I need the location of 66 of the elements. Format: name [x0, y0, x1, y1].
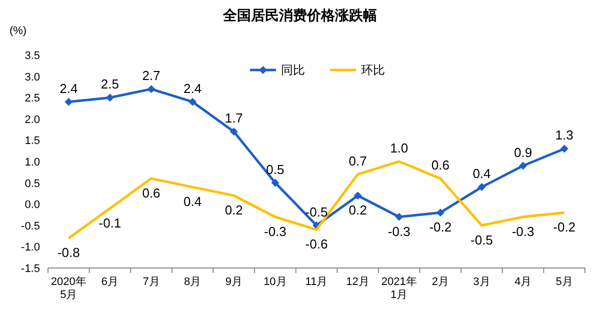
data-label: -0.5 [305, 204, 328, 220]
point [478, 183, 486, 192]
data-label: 2.7 [142, 68, 160, 84]
y-tick-label: 1.0 [24, 156, 40, 168]
data-label: 1.3 [555, 128, 574, 143]
y-tick-label: 1.5 [24, 135, 40, 148]
x-tick-label: 10月 [264, 276, 287, 288]
x-tick-label: 2月 [432, 276, 449, 288]
x-tick-label: 3月 [473, 276, 490, 288]
x-tick-label: 6月 [101, 276, 119, 288]
y-tick-label: 0.5 [24, 178, 40, 190]
y-tick-label: -0.5 [21, 220, 40, 232]
data-label: -0.2 [429, 220, 452, 235]
data-label: 0.6 [431, 158, 450, 173]
data-label: 0.7 [348, 153, 367, 168]
y-tick-label: -1.5 [21, 263, 40, 275]
legend-label: 同比 [281, 63, 305, 77]
point [519, 162, 528, 170]
x-tick-label: 2021年 1月 [381, 276, 417, 302]
data-label: 0.2 [348, 202, 367, 218]
x-tick-label: 5月 [556, 276, 573, 288]
data-label: -0.3 [388, 224, 410, 239]
data-label: 2.4 [184, 80, 202, 96]
point [106, 94, 114, 102]
x-tick-label: 2020年 5月 [50, 276, 86, 302]
point [147, 85, 156, 94]
data-label: 0.6 [142, 186, 160, 201]
data-label: -0.1 [98, 215, 122, 230]
y-tick-label: 2.0 [24, 114, 40, 126]
x-tick-label: 4月 [514, 276, 532, 288]
point [188, 98, 197, 106]
data-label: -0.5 [470, 232, 493, 248]
data-label: -0.3 [264, 224, 286, 239]
data-label: 2.5 [100, 76, 119, 92]
data-label: 1.0 [390, 140, 408, 156]
data-label: 1.7 [224, 110, 243, 126]
data-label: 0.4 [472, 166, 491, 182]
y-tick-label: 2.5 [24, 92, 40, 105]
data-label: 0.4 [184, 194, 202, 210]
data-label: -0.3 [512, 224, 534, 239]
data-label: -0.2 [553, 220, 576, 235]
x-tick-label: 12月 [346, 276, 370, 288]
point [64, 98, 73, 106]
data-label: 0.5 [266, 162, 284, 177]
point [230, 128, 238, 136]
point [271, 178, 280, 187]
y-tick-label: 3.0 [24, 71, 40, 84]
y-axis-title: (%) [9, 25, 27, 37]
legend-label: 环比 [361, 63, 385, 77]
y-tick-label: 3.5 [24, 50, 40, 62]
chart-title: 全国居民消费价格涨跌幅 [222, 7, 377, 23]
data-label: 0.2 [224, 202, 243, 218]
data-label: -0.6 [305, 236, 328, 252]
point [436, 208, 444, 217]
data-label: 2.4 [60, 80, 78, 96]
y-tick-label: -1.0 [21, 242, 40, 254]
x-tick-label: 8月 [184, 276, 202, 288]
point [395, 212, 404, 221]
data-label: -0.8 [57, 245, 80, 260]
x-tick-label: 9月 [225, 276, 242, 288]
point [354, 192, 362, 200]
x-tick-label: 7月 [142, 276, 160, 288]
x-tick-label: 11月 [305, 276, 328, 288]
point [560, 144, 568, 153]
data-label: 0.9 [514, 144, 532, 160]
y-tick-label: 0.0 [24, 199, 40, 212]
